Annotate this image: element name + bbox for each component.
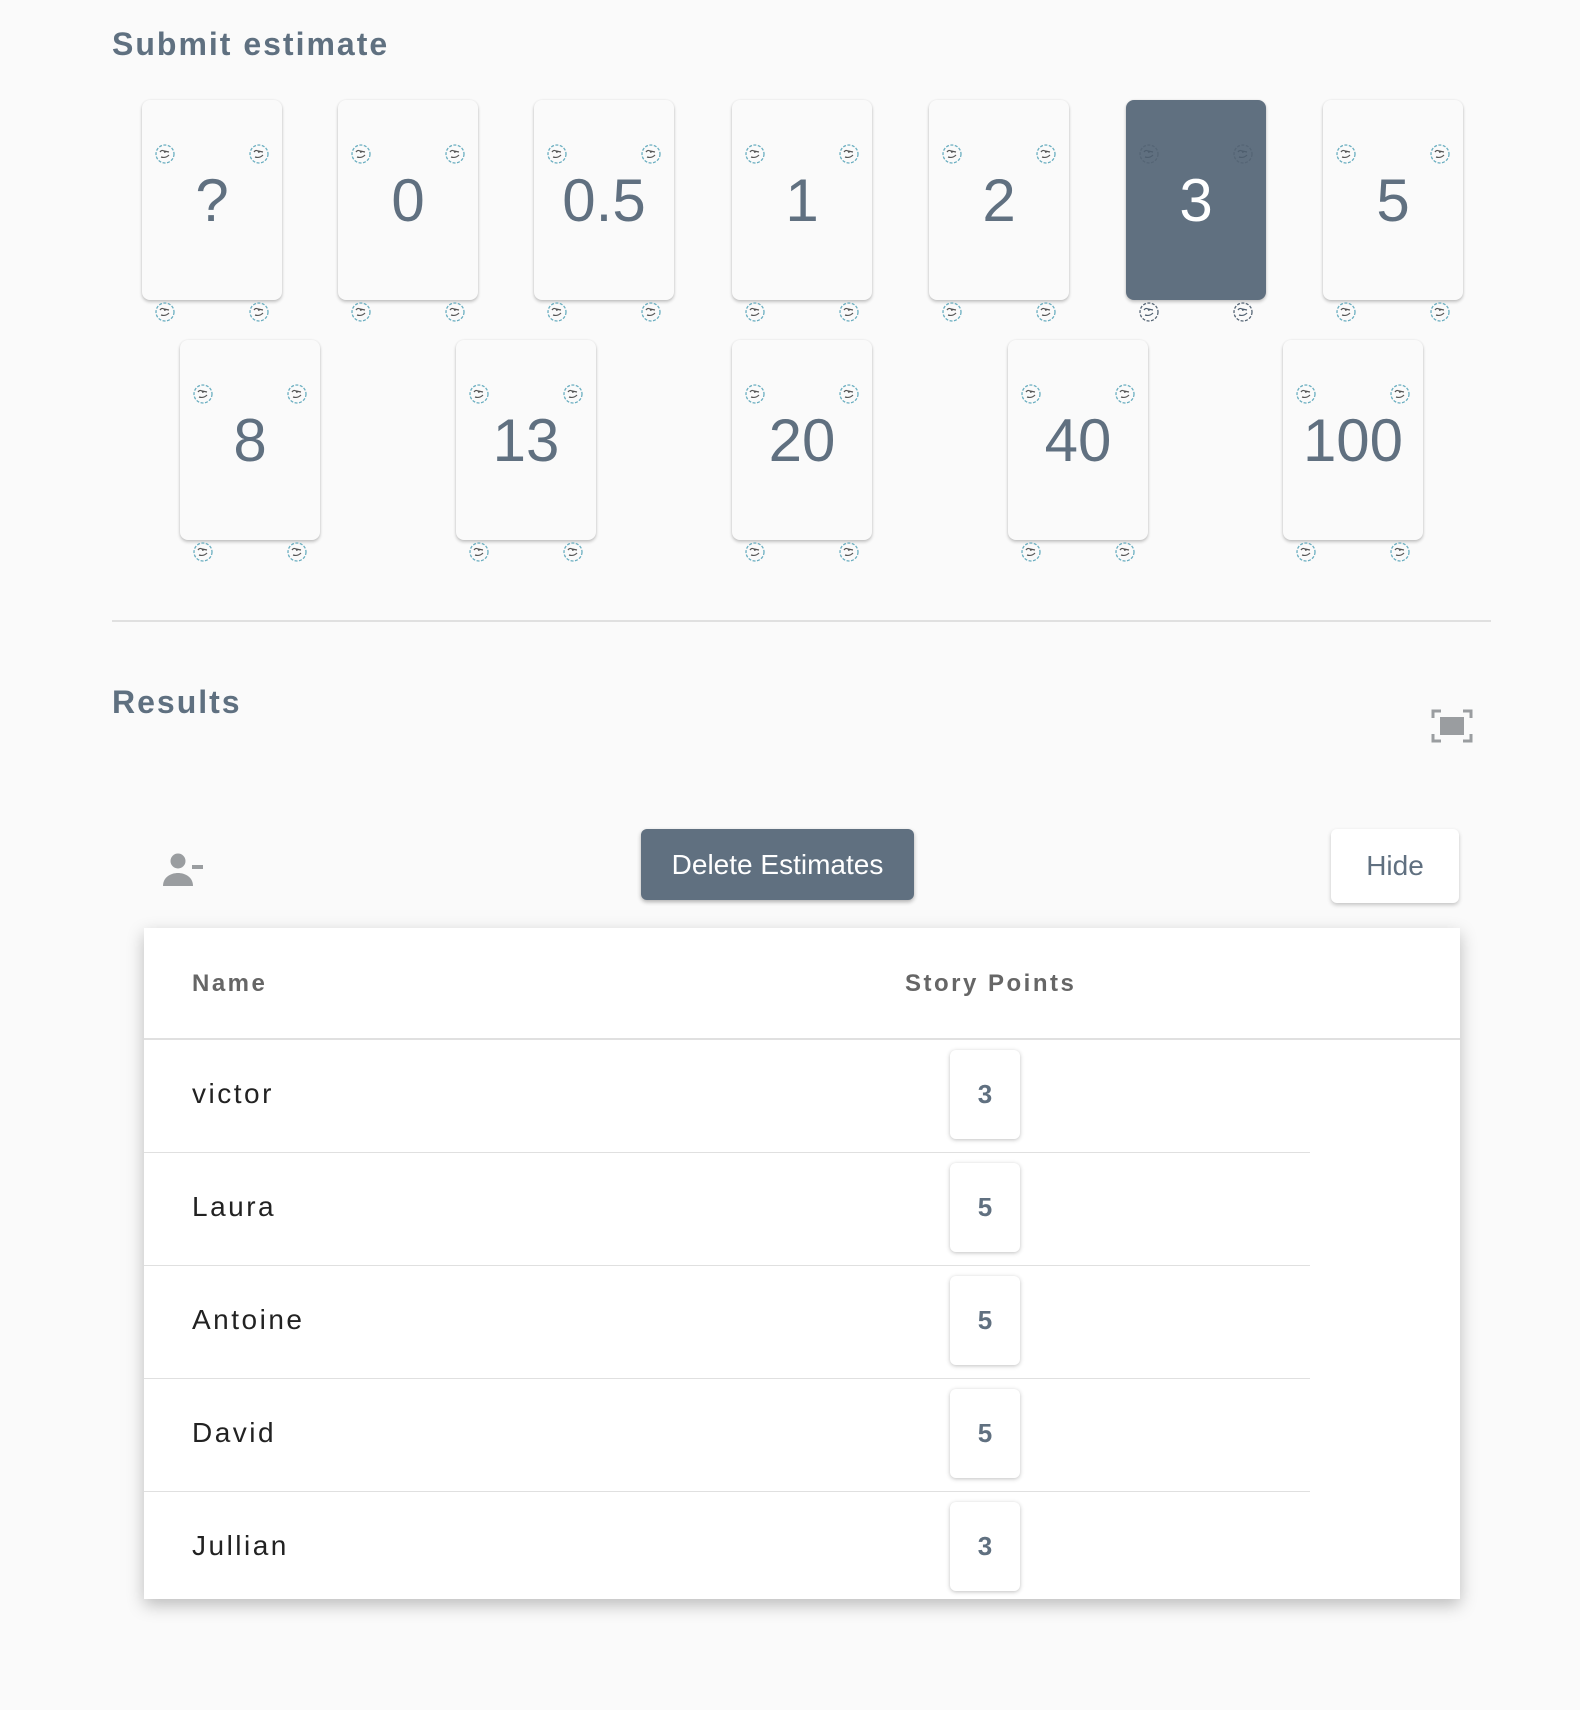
logo-icon [562,508,584,562]
card-value: 2 [982,166,1016,234]
card-value: 3 [1179,166,1213,234]
logo-icon [1114,508,1136,562]
card-value: 8 [233,406,267,474]
logo-icon [1429,110,1451,164]
logo-icon [1335,268,1357,322]
participant-name: Antoine [192,1304,305,1335]
card-value: ? [195,166,229,234]
estimate-card[interactable]: 20 [732,340,872,562]
delete-estimates-button[interactable]: Delete Estimates [641,829,914,900]
logo-icon [744,268,766,322]
user-minus-icon[interactable] [162,852,208,888]
logo-icon [640,110,662,164]
logo-icon [838,350,860,404]
logo-icon [154,268,176,322]
logo-icon [1295,350,1317,404]
logo-icon [192,350,214,404]
logo-icon [1232,268,1254,322]
logo-icon [546,268,568,322]
logo-icon [941,110,963,164]
card-value: 13 [492,406,560,474]
logo-icon [1138,268,1160,322]
story-points-chip: 3 [950,1050,1020,1139]
table-row: Antoine 5 [144,1266,1310,1379]
participant-name: Jullian [192,1530,289,1561]
logo-icon [838,110,860,164]
logo-icon [1020,508,1042,562]
estimate-card[interactable]: 0.5 [534,100,674,322]
logo-icon [468,508,490,562]
estimate-card[interactable]: 5 [1323,100,1463,322]
logo-icon [350,110,372,164]
estimate-card[interactable]: 2 [929,100,1069,322]
logo-icon [562,350,584,404]
table-row: Jullian 3 [144,1492,1310,1604]
story-points-chip: 5 [950,1163,1020,1252]
table-header: Name Story Points [144,928,1460,1040]
logo-icon [350,268,372,322]
table-row: David 5 [144,1379,1310,1492]
divider [112,620,1491,622]
card-value: 5 [1376,166,1410,234]
logo-icon [1035,268,1057,322]
logo-icon [248,268,270,322]
column-header-story-points: Story Points [905,970,1077,997]
participant-name: David [192,1417,277,1448]
results-table: Name Story Points victor 3 Laura 5 Antoine 5 D… [144,928,1460,1599]
logo-icon [468,350,490,404]
logo-icon [154,110,176,164]
estimate-card[interactable]: 13 [456,340,596,562]
results-title: Results [112,684,242,720]
estimate-card[interactable]: 8 [180,340,320,562]
story-points-chip: 5 [950,1276,1020,1365]
card-value: 100 [1302,406,1404,474]
logo-icon [838,268,860,322]
hide-button[interactable]: Hide [1331,829,1459,903]
table-row: victor 3 [144,1040,1310,1153]
logo-icon [192,508,214,562]
table-row: Laura 5 [144,1153,1310,1266]
estimate-card[interactable]: ? [142,100,282,322]
logo-icon [1232,110,1254,164]
logo-icon [444,268,466,322]
logo-icon [1138,110,1160,164]
logo-icon [248,110,270,164]
participant-name: victor [192,1078,274,1109]
fullscreen-icon[interactable] [1431,708,1473,744]
logo-icon [286,508,308,562]
logo-icon [1335,110,1357,164]
logo-icon [444,110,466,164]
story-points-chip: 5 [950,1389,1020,1478]
logo-icon [1389,350,1411,404]
logo-icon [1020,350,1042,404]
estimate-card[interactable]: 100 [1283,340,1423,562]
logo-icon [1114,350,1136,404]
participant-name: Laura [192,1191,277,1222]
logo-icon [1035,110,1057,164]
logo-icon [1389,508,1411,562]
card-value: 0.5 [562,166,646,234]
estimate-card[interactable]: 40 [1008,340,1148,562]
card-value: 20 [768,406,836,474]
logo-icon [744,350,766,404]
card-value: 0 [391,166,425,234]
logo-icon [286,350,308,404]
estimate-card[interactable]: 0 [338,100,478,322]
submit-estimate-title: Submit estimate [112,26,390,62]
estimate-card[interactable]: 1 [732,100,872,322]
story-points-chip: 3 [950,1502,1020,1591]
card-value: 1 [785,166,819,234]
logo-icon [941,268,963,322]
card-value: 40 [1044,406,1112,474]
logo-icon [744,508,766,562]
column-header-name: Name [192,970,268,997]
estimate-card[interactable]: 3 [1126,100,1266,322]
logo-icon [546,110,568,164]
logo-icon [744,110,766,164]
logo-icon [640,268,662,322]
logo-icon [1295,508,1317,562]
logo-icon [1429,268,1451,322]
logo-icon [838,508,860,562]
